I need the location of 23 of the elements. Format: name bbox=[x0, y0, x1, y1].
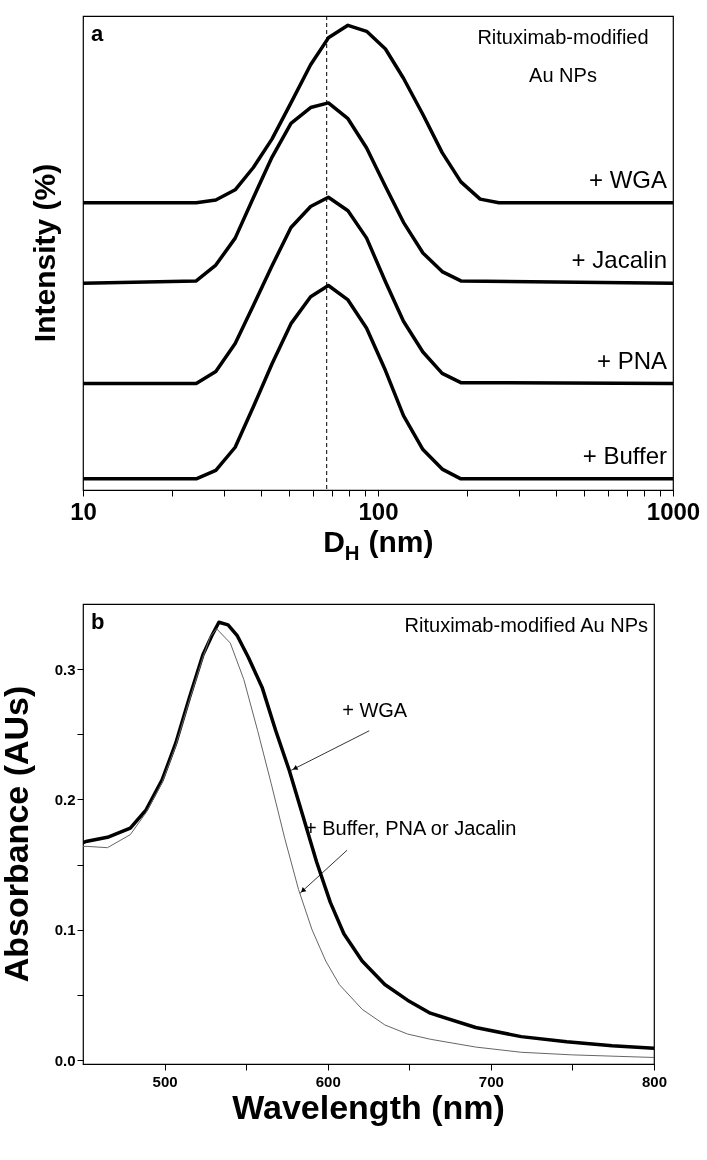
series-label: + Buffer bbox=[582, 441, 668, 469]
x-tick-label: 700 bbox=[478, 1072, 504, 1090]
y-tick-label: 0.0 bbox=[54, 1051, 76, 1069]
y-tick-label: 0.3 bbox=[54, 660, 76, 678]
series-label: + Jacalin bbox=[571, 246, 667, 274]
x-tick-label: 10 bbox=[70, 497, 97, 525]
x-tick-label: 1000 bbox=[646, 497, 701, 525]
y-tick-label: 0.1 bbox=[54, 921, 76, 939]
x-tick-label: 100 bbox=[358, 497, 399, 525]
x-tick-label: 500 bbox=[152, 1072, 178, 1090]
annotation: a bbox=[91, 21, 104, 46]
annotation: Rituximab-modified Au NPs bbox=[477, 26, 649, 86]
series-label: + PNA bbox=[596, 346, 667, 374]
y-axis-title: Absorbance (AUs) bbox=[0, 685, 35, 983]
annotation: b bbox=[91, 609, 105, 634]
x-tick-label: 800 bbox=[641, 1072, 668, 1090]
x-axis-title: Wavelength (nm) bbox=[232, 1088, 505, 1126]
x-tick-label: 600 bbox=[315, 1072, 341, 1090]
series-label: + WGA bbox=[588, 165, 667, 193]
y-tick-label: 0.2 bbox=[54, 790, 76, 808]
annotation: Rituximab-modified Au NPs bbox=[404, 614, 648, 636]
y-axis-title: Intensity (%) bbox=[28, 163, 61, 343]
annotation: + WGA bbox=[342, 698, 408, 721]
